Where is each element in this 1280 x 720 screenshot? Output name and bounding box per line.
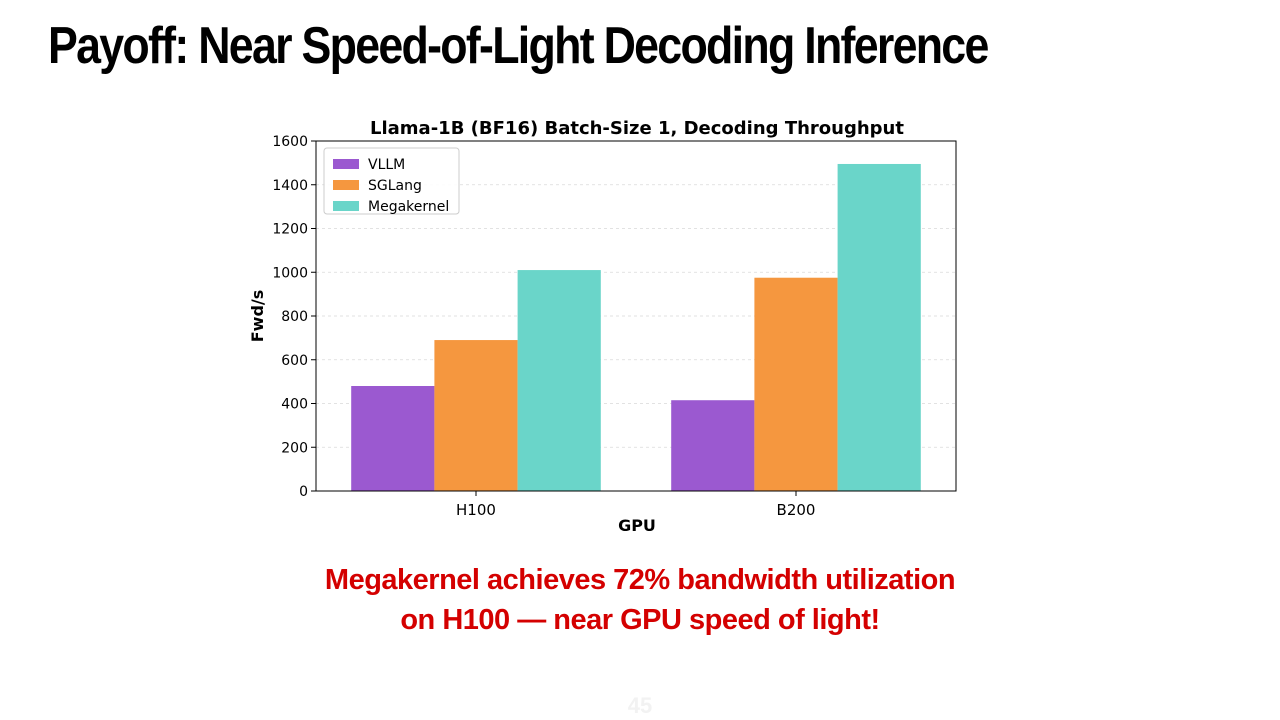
legend: VLLM SGLang Megakernel — [323, 147, 460, 215]
callout-line-1: Megakernel achieves 72% bandwidth utiliz… — [324, 564, 956, 596]
bar-megakernel-h100 — [517, 270, 601, 491]
x-tick-label: B200 — [777, 501, 816, 519]
y-tick-label: 600 — [281, 353, 308, 369]
legend-swatch — [333, 180, 359, 190]
slide-title: Payoff: Near Speed-of-Light Decoding Inf… — [48, 17, 989, 75]
y-tick-label: 1200 — [272, 222, 308, 238]
callout-line-2: on H100 — near GPU speed of light! — [400, 604, 880, 636]
y-tick-label: 1600 — [272, 134, 308, 150]
y-tick-label: 400 — [281, 397, 308, 413]
y-axis-ticks: 0 200 400 600 800 1000 1200 1400 1600 — [272, 134, 316, 500]
y-tick-label: 0 — [299, 484, 308, 500]
legend-swatch — [333, 159, 359, 169]
chart-title: Llama-1B (BF16) Batch-Size 1, Decoding T… — [370, 118, 904, 139]
y-tick-label: 1400 — [272, 178, 308, 194]
legend-label: SGLang — [368, 178, 422, 194]
x-tick-label: H100 — [456, 501, 496, 519]
y-axis-label: Fwd/s — [248, 290, 267, 343]
legend-swatch — [333, 201, 359, 211]
bar-vllm-b200 — [671, 400, 755, 491]
y-tick-label: 1000 — [272, 265, 308, 281]
bar-chart: Llama-1B (BF16) Batch-Size 1, Decoding T… — [248, 118, 957, 535]
bar-sglang-b200 — [754, 277, 838, 491]
x-axis-label: GPU — [618, 516, 656, 535]
page-number: 45 — [627, 693, 653, 718]
y-tick-label: 200 — [281, 440, 308, 456]
bars — [351, 163, 921, 491]
legend-label: VLLM — [368, 157, 405, 173]
bar-sglang-h100 — [434, 340, 518, 491]
bar-vllm-h100 — [351, 386, 435, 491]
x-axis-ticks: H100 B200 — [456, 491, 815, 519]
y-tick-label: 800 — [281, 309, 308, 325]
legend-label: Megakernel — [368, 199, 449, 215]
bar-megakernel-b200 — [837, 163, 921, 491]
